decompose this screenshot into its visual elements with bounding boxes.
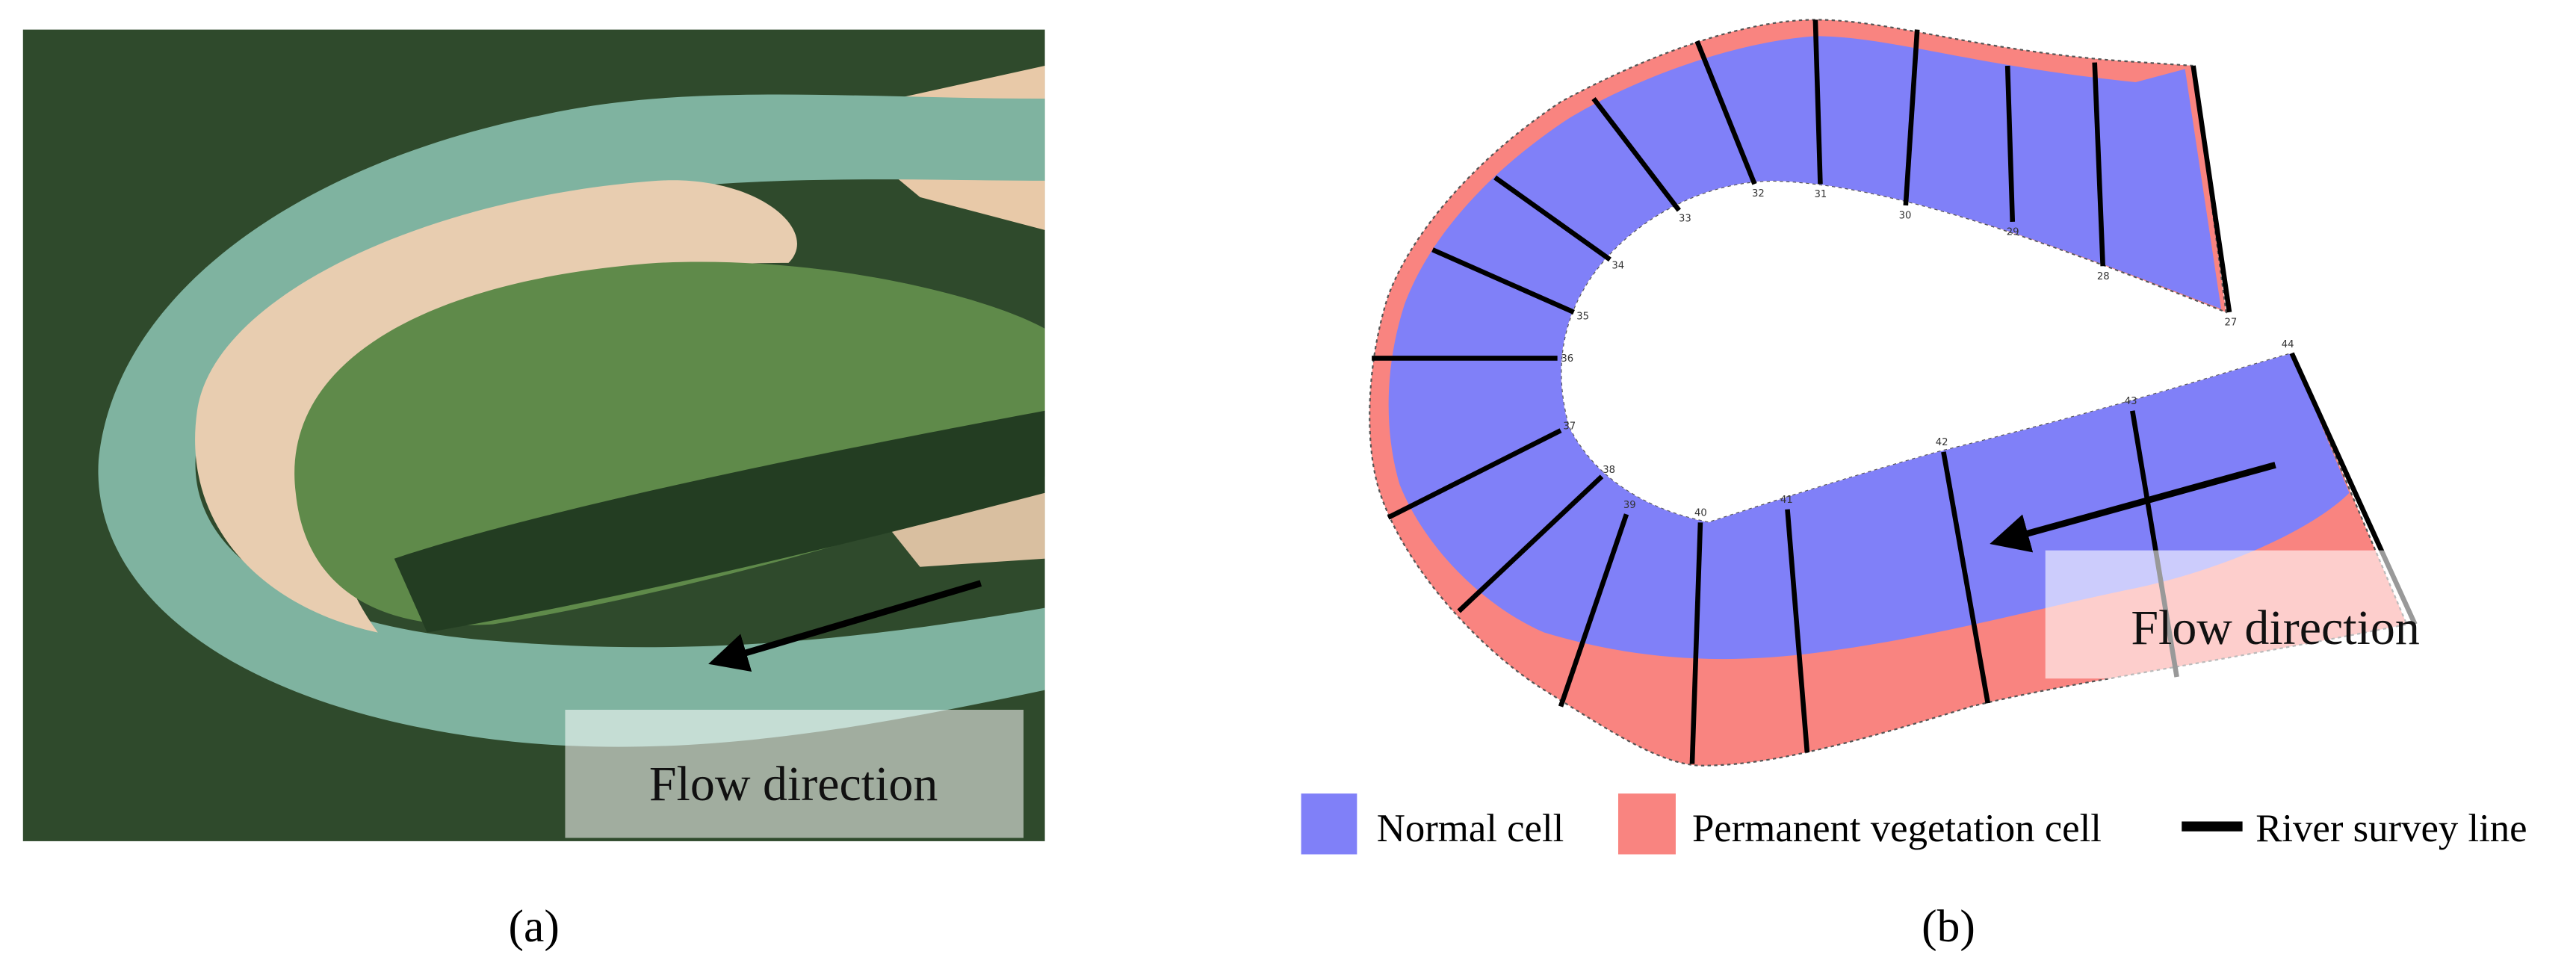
normal-region: [1388, 36, 2350, 660]
legend-swatch: [1617, 793, 1676, 855]
survey-line: [1903, 29, 1920, 206]
survey-line-label: 40: [1694, 508, 1707, 519]
panel-label: (a): [509, 901, 560, 952]
point-bar: [195, 180, 797, 633]
survey-line: [2190, 65, 2232, 313]
survey-line: [2092, 62, 2105, 267]
survey-line-label: 34: [1611, 261, 1624, 272]
survey-line-label: 30: [1899, 210, 1912, 221]
survey-line-label: 38: [1603, 465, 1615, 476]
survey-line: [1457, 474, 1604, 613]
annotation-box: [2045, 550, 2506, 679]
tree-line: [394, 410, 1045, 633]
river: [98, 94, 1045, 747]
survey-line: [1558, 513, 1629, 708]
survey-line: [1941, 451, 1991, 704]
survey-line: [2004, 65, 2016, 223]
survey-line-label: 43: [2125, 396, 2137, 407]
flow-arrow: [708, 580, 982, 672]
survey-line-label: 42: [1936, 437, 1948, 448]
survey-line-label: 29: [2007, 226, 2019, 238]
survey-line-label: 41: [1780, 495, 1793, 506]
survey-line: [1493, 175, 1611, 262]
survey-line-label: 44: [2282, 339, 2294, 350]
survey-line-label: 31: [1814, 189, 1827, 200]
flow-arrow: [1990, 462, 2276, 553]
survey-line: [1785, 509, 1810, 753]
survey-line: [1431, 247, 1575, 315]
survey-line: [1387, 428, 1562, 520]
panel-label: (b): [1922, 901, 1975, 952]
survey-line: [1812, 19, 1823, 185]
survey-line-label: 28: [2097, 271, 2110, 282]
survey-line: [1689, 522, 1703, 764]
annotation: Flow direction: [649, 757, 938, 811]
survey-line: [1591, 96, 1681, 212]
satellite-image: Flow direction: [22, 29, 1045, 841]
annotation-box: [565, 710, 1024, 838]
legend-label: Permanent vegetation cell: [1692, 807, 2102, 850]
legend-label: River survey line: [2255, 807, 2527, 850]
survey-line-label: 35: [1576, 312, 1589, 323]
survey-line: [1694, 40, 1757, 185]
river-diagram: 27 28 29 30 31 32 33 34 35 36 37 38 39 40 41 42 43 44 Flo…: [1369, 19, 2506, 767]
survey-line-label: 33: [1679, 213, 1691, 224]
survey-line-label: 32: [1752, 188, 1765, 199]
legend-label: Normal cell: [1377, 807, 1564, 850]
survey-line-label: 37: [1563, 421, 1576, 433]
survey-line-label: 39: [1623, 500, 1636, 511]
survey-line-label: 27: [2225, 317, 2238, 328]
legend-swatch: [1301, 793, 1357, 855]
survey-line-label: 36: [1561, 353, 1573, 365]
annotation: Flow direction: [2131, 601, 2420, 655]
